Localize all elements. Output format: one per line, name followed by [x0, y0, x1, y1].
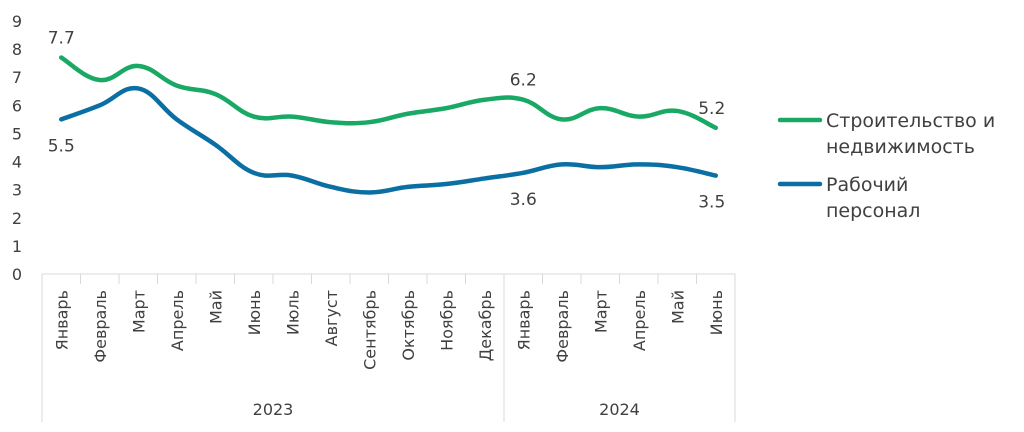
y-tick-label: 0 — [12, 265, 22, 284]
y-tick-label: 6 — [12, 96, 22, 115]
y-tick-label: 7 — [12, 68, 22, 87]
y-tick-label: 3 — [12, 181, 22, 200]
y-tick-label: 2 — [12, 209, 22, 228]
x-tick-label: Апрель — [168, 290, 187, 351]
x-axis: 2023 2024 Январь Февраль Март Апрель Май Июнь Ию… — [41, 273, 736, 422]
x-tick-label: Апрель — [630, 290, 649, 351]
year-label: 2024 — [599, 400, 640, 419]
data-label: 3.5 — [698, 193, 725, 213]
legend: Строительство и недвижимость Рабочий персон… — [777, 110, 995, 222]
x-tick-label: Октябрь — [399, 290, 418, 361]
year-label: 2023 — [253, 400, 294, 419]
legend-label: Рабочий — [826, 174, 908, 196]
x-tick-label: Март — [591, 290, 610, 333]
data-labels: 7.7 6.2 5.2 5.5 3.6 3.5 — [48, 29, 726, 213]
x-tick-label: Март — [129, 290, 148, 333]
x-tick-label: Февраль — [91, 290, 110, 363]
y-axis: 0 1 2 3 4 5 6 7 8 9 — [12, 12, 22, 284]
x-tick-label: Декабрь — [476, 290, 495, 361]
legend-label: недвижимость — [826, 136, 975, 158]
data-label: 3.6 — [510, 190, 537, 210]
legend-label: Строительство и — [826, 110, 995, 132]
y-tick-label: 9 — [12, 12, 22, 31]
x-tick-label: Май — [668, 290, 687, 324]
x-tick-label: Июнь — [707, 290, 726, 335]
series-layer — [59, 55, 718, 195]
x-tick-label: Январь — [52, 290, 71, 350]
x-tick-label: Сентябрь — [360, 290, 379, 370]
x-tick-label: Февраль — [553, 290, 572, 363]
legend-label: персонал — [826, 200, 920, 222]
x-tick-label: Январь — [514, 290, 533, 350]
y-tick-label: 5 — [12, 124, 22, 143]
y-tick-label: 4 — [12, 153, 22, 172]
y-tick-label: 1 — [12, 237, 22, 256]
x-tick-label: Август — [322, 290, 341, 346]
data-label: 7.7 — [48, 29, 75, 49]
data-label: 5.2 — [698, 99, 725, 119]
x-tick-label: Май — [206, 290, 225, 324]
series-line-2 — [59, 85, 718, 195]
data-label: 6.2 — [510, 71, 537, 91]
series-line-1 — [59, 55, 718, 131]
x-tick-label: Ноябрь — [437, 290, 456, 351]
x-tick-label: Июль — [283, 290, 302, 335]
y-tick-label: 8 — [12, 40, 22, 59]
data-label: 5.5 — [48, 136, 75, 156]
x-tick-label: Июнь — [245, 290, 264, 335]
